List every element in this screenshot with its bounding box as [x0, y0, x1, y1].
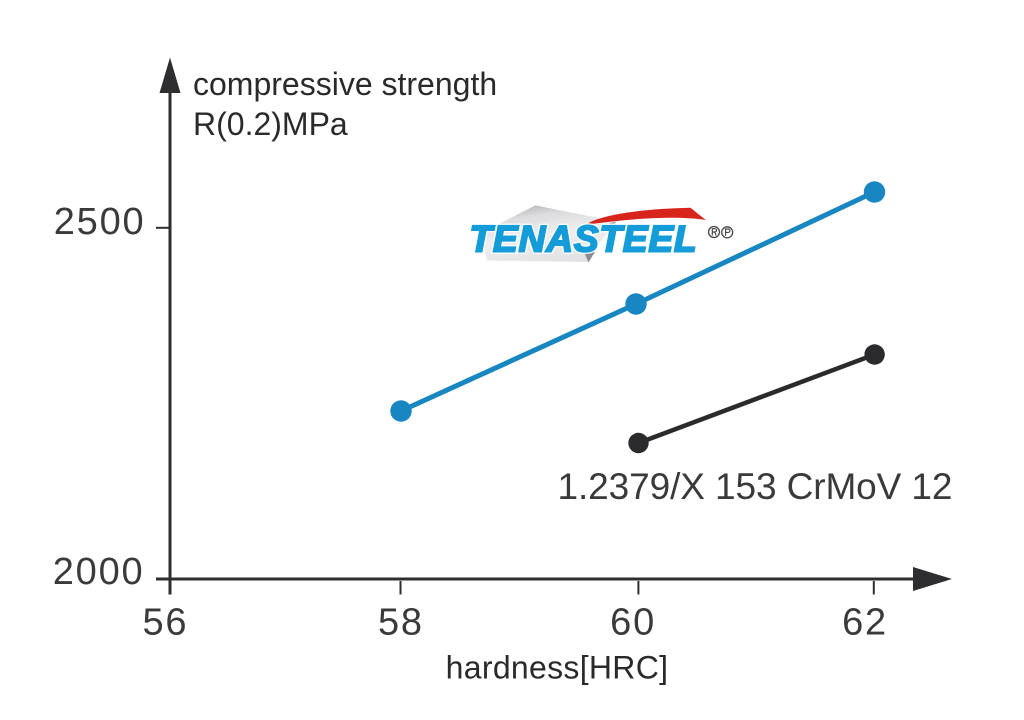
- svg-text:56: 56: [142, 602, 188, 644]
- svg-text:hardness[HRC]: hardness[HRC]: [446, 650, 669, 686]
- svg-text:TENASTEEL: TENASTEEL: [470, 218, 698, 259]
- svg-text:compressive strength: compressive strength: [193, 66, 497, 102]
- svg-text:R(0.2)MPa: R(0.2)MPa: [193, 106, 348, 142]
- svg-text:1.2379/X 153 CrMoV 12: 1.2379/X 153 CrMoV 12: [558, 466, 953, 507]
- svg-text:TENASTEEL: TENASTEEL: [470, 218, 698, 259]
- svg-text:62: 62: [842, 602, 888, 644]
- svg-text:58: 58: [378, 602, 424, 644]
- svg-text:2500: 2500: [54, 201, 146, 243]
- svg-text:60: 60: [610, 602, 656, 644]
- svg-text:2000: 2000: [53, 551, 145, 593]
